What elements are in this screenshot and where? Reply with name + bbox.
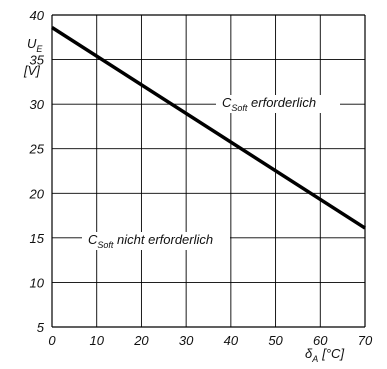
x-axis-label: δA [°C] xyxy=(305,346,344,364)
y-tick-label: 10 xyxy=(30,275,45,290)
series-layer xyxy=(51,26,366,230)
y-tick-label: 20 xyxy=(29,186,45,201)
y-tick-label: 40 xyxy=(30,8,45,23)
y-tick-label: 25 xyxy=(29,142,45,157)
y-tick-label: 5 xyxy=(37,320,45,335)
y-tick-label: 15 xyxy=(30,231,45,246)
x-tick-label: 30 xyxy=(179,333,194,348)
annotation-above-bg xyxy=(216,95,340,113)
annotation-below-bg xyxy=(82,232,230,250)
tick-labels: 0 10 20 30 40 50 60 70 5 10 15 20 25 30 35 40 xyxy=(29,8,373,348)
y-tick-label: 35 xyxy=(30,53,45,68)
x-tick-label: 20 xyxy=(133,333,149,348)
x-tick-label: 70 xyxy=(358,333,373,348)
y-tick-label: 30 xyxy=(30,97,45,112)
x-tick-label: 60 xyxy=(313,333,328,348)
x-tick-label: 10 xyxy=(89,333,104,348)
y-axis-label-symbol: UE xyxy=(27,36,43,54)
x-tick-label: 0 xyxy=(48,333,56,348)
x-tick-label: 50 xyxy=(268,333,283,348)
annotation-below: CSoft nicht erforderlich xyxy=(88,232,213,250)
series-line xyxy=(51,26,366,230)
y-axis-label-unit: [V] xyxy=(23,63,40,78)
annotation-above: CSoft erforderlich xyxy=(222,95,316,113)
x-tick-label: 40 xyxy=(224,333,239,348)
grid xyxy=(51,14,366,328)
